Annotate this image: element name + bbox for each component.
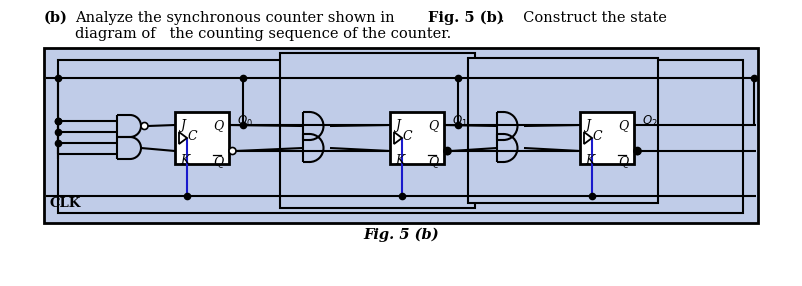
Text: Fig. 5 (b): Fig. 5 (b)	[428, 11, 504, 25]
Text: (b): (b)	[44, 11, 68, 25]
Circle shape	[444, 148, 451, 154]
Text: Q: Q	[618, 155, 628, 168]
Text: K: K	[395, 154, 404, 167]
Text: diagram of   the counting sequence of the counter.: diagram of the counting sequence of the …	[75, 27, 452, 41]
Text: Q: Q	[618, 119, 628, 132]
FancyBboxPatch shape	[280, 53, 475, 208]
Circle shape	[141, 122, 148, 130]
FancyBboxPatch shape	[175, 112, 229, 164]
Text: J: J	[585, 119, 590, 132]
Text: C: C	[593, 130, 602, 144]
Text: Q: Q	[213, 119, 223, 132]
Text: .    Construct the state: . Construct the state	[500, 11, 667, 25]
Text: Fig. 5 (b): Fig. 5 (b)	[363, 228, 439, 243]
Text: CLK: CLK	[50, 197, 81, 210]
Text: C: C	[188, 130, 197, 144]
FancyBboxPatch shape	[468, 58, 658, 203]
Text: J: J	[180, 119, 185, 132]
Text: Q: Q	[428, 119, 438, 132]
Text: $Q_2$: $Q_2$	[642, 114, 658, 129]
Text: C: C	[403, 130, 412, 144]
FancyBboxPatch shape	[44, 48, 758, 223]
Text: Q: Q	[213, 155, 223, 168]
Text: K: K	[585, 154, 594, 167]
Text: $Q_0$: $Q_0$	[237, 114, 253, 129]
Text: Q: Q	[428, 155, 438, 168]
FancyBboxPatch shape	[390, 112, 444, 164]
Circle shape	[229, 148, 236, 154]
Circle shape	[634, 148, 641, 154]
FancyBboxPatch shape	[580, 112, 634, 164]
Text: K: K	[180, 154, 189, 167]
Text: J: J	[395, 119, 400, 132]
Text: Analyze the synchronous counter shown in: Analyze the synchronous counter shown in	[75, 11, 399, 25]
Text: $Q_1$: $Q_1$	[452, 114, 468, 129]
